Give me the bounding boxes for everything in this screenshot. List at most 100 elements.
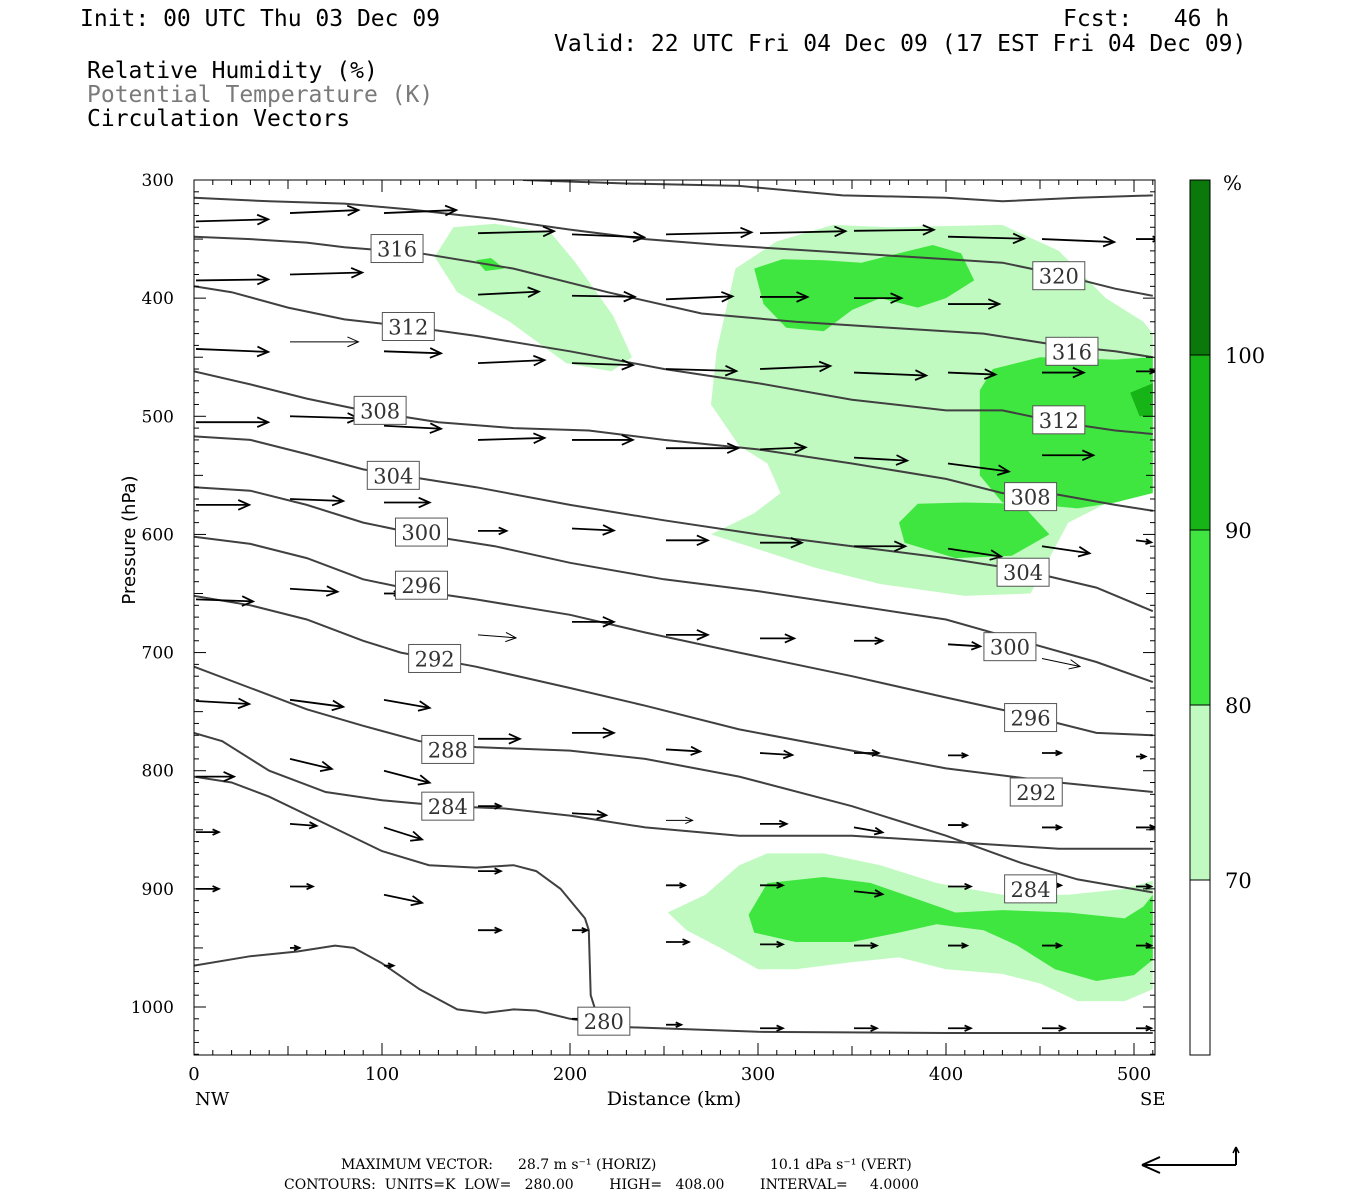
circulation-vector bbox=[665, 226, 754, 239]
circulation-vector bbox=[196, 828, 222, 836]
vector-head bbox=[796, 291, 810, 303]
y-tick-label: 300 bbox=[142, 171, 174, 191]
rh-region-70 bbox=[434, 223, 632, 372]
rh-region-80 bbox=[748, 877, 1153, 981]
vector-head bbox=[682, 938, 692, 946]
vector-head bbox=[922, 224, 937, 236]
circulation-vector bbox=[196, 771, 237, 783]
vector-head bbox=[596, 809, 609, 820]
circulation-vector bbox=[666, 882, 688, 889]
circulation-vector bbox=[759, 360, 833, 373]
vector-head bbox=[325, 585, 340, 597]
circulation-vector bbox=[760, 1024, 786, 1032]
colorbar-label: 100 bbox=[1225, 344, 1265, 368]
vector-shaft bbox=[1135, 539, 1152, 544]
vector-head bbox=[533, 432, 547, 444]
theta-label-box bbox=[353, 395, 407, 425]
x-tick-label: 100 bbox=[365, 1064, 399, 1085]
circulation-vector bbox=[290, 944, 302, 952]
circulation-vector bbox=[477, 432, 547, 444]
vector-head bbox=[874, 889, 885, 898]
vector-head bbox=[834, 225, 848, 238]
vector-shaft bbox=[665, 231, 752, 236]
circulation-vector bbox=[196, 499, 252, 511]
reference-vector-icon bbox=[1141, 1146, 1240, 1174]
vector-head bbox=[679, 882, 688, 889]
vector-head bbox=[494, 926, 504, 934]
vector-head bbox=[346, 204, 361, 217]
theta-contour-line bbox=[194, 775, 598, 1014]
theta-label: 312 bbox=[1032, 405, 1086, 435]
vector-head bbox=[293, 944, 302, 952]
theta-label-text: 300 bbox=[990, 636, 1030, 660]
theta-contour-line bbox=[194, 731, 1153, 850]
theta-label: 312 bbox=[381, 311, 435, 341]
init-time: Init: 00 UTC Thu 03 Dec 09 bbox=[80, 6, 441, 32]
vector-shaft bbox=[571, 527, 614, 532]
vector-head bbox=[870, 941, 880, 950]
vector-head bbox=[256, 213, 271, 226]
circulation-vector bbox=[478, 867, 504, 875]
theta-labels: 316 312 308 304 300 296 292 288 284 280 320 316 312 3… bbox=[353, 234, 1099, 1036]
vector-head bbox=[1055, 824, 1064, 831]
vector-head bbox=[914, 369, 929, 381]
vector-shaft bbox=[477, 437, 545, 441]
vector-shaft bbox=[195, 598, 254, 603]
max-vector-horiz: 28.7 m s⁻¹ (HORIZ) bbox=[518, 1157, 657, 1173]
circulation-vector bbox=[290, 882, 316, 891]
vector-head bbox=[984, 368, 998, 380]
circulation-vector bbox=[666, 938, 692, 946]
theta-label-text: 296 bbox=[401, 574, 441, 598]
circulation-vector bbox=[760, 291, 810, 303]
vector-shaft bbox=[571, 294, 635, 298]
circulation-vector bbox=[947, 232, 1027, 245]
circulation-vector bbox=[477, 631, 518, 643]
vector-head bbox=[621, 359, 636, 371]
circulation-vector bbox=[666, 1021, 684, 1028]
colorbar-label: 70 bbox=[1225, 869, 1252, 893]
circulation-vector bbox=[853, 369, 929, 381]
vector-shaft bbox=[947, 235, 1025, 240]
theta-contour-line bbox=[194, 944, 1153, 1034]
circulation-vector bbox=[1042, 1024, 1068, 1032]
vector-head bbox=[418, 496, 432, 509]
theta-label: 284 bbox=[1004, 874, 1058, 904]
colorbar-segment bbox=[1190, 880, 1210, 1055]
circulation-vector bbox=[853, 889, 885, 898]
circulation-vector bbox=[1136, 883, 1154, 890]
theta-label: 292 bbox=[1009, 777, 1063, 807]
vector-head bbox=[621, 434, 636, 446]
vector-head bbox=[890, 292, 904, 304]
vector-head bbox=[970, 641, 983, 651]
circulation-vector bbox=[289, 821, 319, 830]
vector-shaft bbox=[759, 752, 793, 756]
circulation-vector bbox=[195, 213, 271, 226]
colorbar-label: 90 bbox=[1225, 519, 1252, 543]
x-tick-label: 300 bbox=[741, 1064, 775, 1085]
theta-label-box bbox=[1009, 777, 1063, 807]
circulation-vector bbox=[571, 290, 637, 303]
vector-head bbox=[776, 1024, 786, 1032]
circulation-vector bbox=[948, 752, 970, 759]
circulation-vector bbox=[383, 422, 444, 434]
vector-shaft bbox=[383, 698, 430, 709]
circulation-vector bbox=[572, 926, 590, 934]
x-tick-label: 200 bbox=[553, 1064, 587, 1085]
circulation-vector bbox=[666, 442, 741, 454]
vector-shaft bbox=[477, 634, 517, 639]
contours-info: CONTOURS: UNITS=K LOW= 280.00 HIGH= 408.… bbox=[284, 1177, 919, 1193]
y-tick-label: 500 bbox=[142, 407, 174, 427]
circulation-vector bbox=[195, 697, 252, 710]
vector-head bbox=[237, 697, 252, 710]
valid-time: Valid: 22 UTC Fri 04 Dec 09 (17 EST Fri … bbox=[554, 31, 1247, 57]
circulation-vector bbox=[384, 496, 432, 509]
theta-label-box bbox=[370, 234, 424, 264]
vector-shaft bbox=[289, 822, 317, 827]
vector-head bbox=[961, 752, 970, 759]
circulation-vector bbox=[383, 698, 432, 712]
theta-label-box bbox=[394, 570, 448, 600]
theta-label-text: 296 bbox=[1011, 707, 1051, 731]
y-tick-label: 1000 bbox=[131, 998, 174, 1018]
vector-shaft bbox=[383, 424, 442, 430]
field-title-theta: Potential Temperature (K) bbox=[87, 82, 434, 108]
